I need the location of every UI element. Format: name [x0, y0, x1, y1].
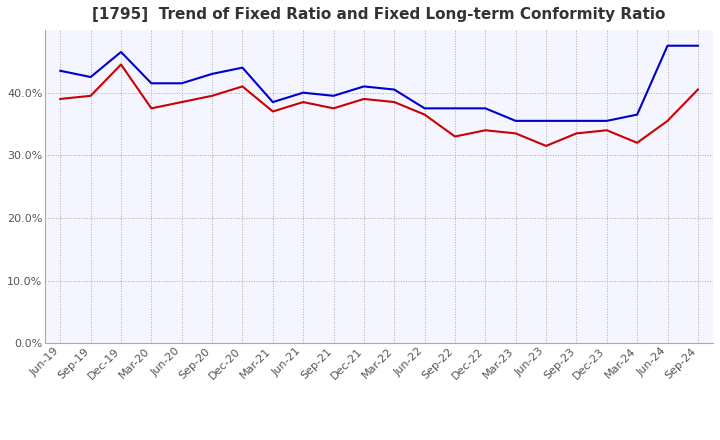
Fixed Ratio	[208, 71, 217, 77]
Fixed Long-term Conformity Ratio	[693, 87, 702, 92]
Fixed Ratio	[420, 106, 429, 111]
Fixed Long-term Conformity Ratio	[511, 131, 520, 136]
Fixed Long-term Conformity Ratio	[208, 93, 217, 99]
Fixed Long-term Conformity Ratio	[329, 106, 338, 111]
Fixed Long-term Conformity Ratio	[117, 62, 125, 67]
Fixed Long-term Conformity Ratio	[572, 131, 581, 136]
Fixed Long-term Conformity Ratio	[633, 140, 642, 146]
Fixed Ratio	[390, 87, 399, 92]
Fixed Ratio	[481, 106, 490, 111]
Fixed Long-term Conformity Ratio	[177, 99, 186, 105]
Fixed Long-term Conformity Ratio	[541, 143, 550, 149]
Fixed Ratio	[238, 65, 247, 70]
Fixed Long-term Conformity Ratio	[420, 112, 429, 117]
Fixed Long-term Conformity Ratio	[451, 134, 459, 139]
Fixed Long-term Conformity Ratio	[481, 128, 490, 133]
Fixed Ratio	[633, 112, 642, 117]
Fixed Long-term Conformity Ratio	[147, 106, 156, 111]
Fixed Long-term Conformity Ratio	[86, 93, 95, 99]
Fixed Ratio	[299, 90, 307, 95]
Fixed Long-term Conformity Ratio	[269, 109, 277, 114]
Fixed Ratio	[86, 74, 95, 80]
Fixed Ratio	[359, 84, 368, 89]
Line: Fixed Ratio: Fixed Ratio	[60, 46, 698, 121]
Fixed Long-term Conformity Ratio	[56, 96, 65, 102]
Fixed Long-term Conformity Ratio	[663, 118, 672, 124]
Line: Fixed Long-term Conformity Ratio: Fixed Long-term Conformity Ratio	[60, 65, 698, 146]
Title: [1795]  Trend of Fixed Ratio and Fixed Long-term Conformity Ratio: [1795] Trend of Fixed Ratio and Fixed Lo…	[92, 7, 666, 22]
Fixed Ratio	[451, 106, 459, 111]
Fixed Ratio	[603, 118, 611, 124]
Fixed Ratio	[147, 81, 156, 86]
Fixed Ratio	[663, 43, 672, 48]
Fixed Long-term Conformity Ratio	[359, 96, 368, 102]
Fixed Ratio	[117, 49, 125, 55]
Fixed Ratio	[329, 93, 338, 99]
Fixed Ratio	[572, 118, 581, 124]
Fixed Ratio	[177, 81, 186, 86]
Fixed Ratio	[541, 118, 550, 124]
Fixed Ratio	[511, 118, 520, 124]
Fixed Ratio	[56, 68, 65, 73]
Fixed Ratio	[693, 43, 702, 48]
Fixed Long-term Conformity Ratio	[238, 84, 247, 89]
Fixed Long-term Conformity Ratio	[390, 99, 399, 105]
Fixed Ratio	[269, 99, 277, 105]
Fixed Long-term Conformity Ratio	[299, 99, 307, 105]
Legend: Fixed Ratio, Fixed Long-term Conformity Ratio: Fixed Ratio, Fixed Long-term Conformity …	[181, 439, 577, 440]
Fixed Long-term Conformity Ratio	[603, 128, 611, 133]
